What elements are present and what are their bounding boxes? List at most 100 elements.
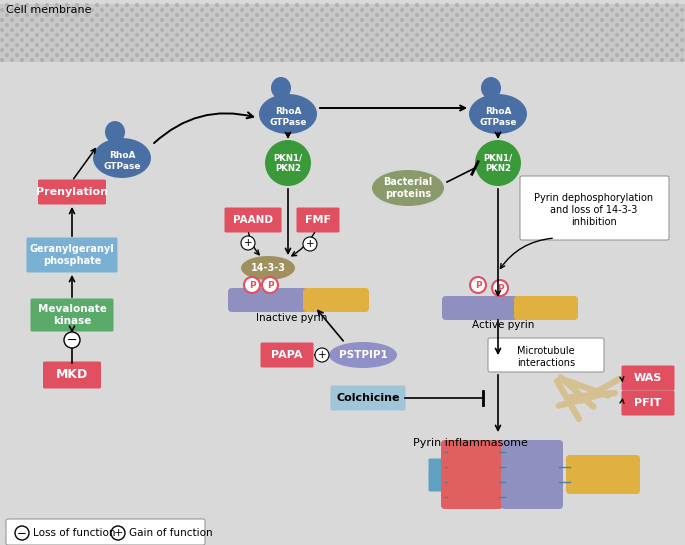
- Circle shape: [66, 14, 69, 16]
- Circle shape: [371, 59, 373, 61]
- Circle shape: [175, 23, 178, 26]
- Circle shape: [351, 29, 353, 31]
- Circle shape: [55, 4, 58, 7]
- Circle shape: [425, 44, 428, 46]
- Circle shape: [26, 34, 28, 37]
- Circle shape: [421, 29, 423, 31]
- Circle shape: [55, 54, 58, 56]
- FancyBboxPatch shape: [297, 208, 340, 233]
- Circle shape: [411, 29, 413, 31]
- Circle shape: [105, 14, 108, 16]
- Circle shape: [251, 59, 253, 61]
- Circle shape: [40, 19, 43, 21]
- Circle shape: [586, 4, 588, 7]
- Text: Microtubule
interactions: Microtubule interactions: [517, 346, 575, 368]
- Circle shape: [351, 19, 353, 21]
- Circle shape: [406, 44, 408, 46]
- Circle shape: [451, 39, 453, 41]
- Circle shape: [536, 14, 538, 16]
- Circle shape: [496, 14, 498, 16]
- Circle shape: [155, 14, 158, 16]
- Circle shape: [271, 59, 273, 61]
- Circle shape: [290, 19, 293, 21]
- Circle shape: [311, 39, 313, 41]
- Circle shape: [606, 54, 608, 56]
- Circle shape: [375, 34, 378, 37]
- Circle shape: [16, 4, 18, 7]
- Circle shape: [11, 19, 13, 21]
- Circle shape: [201, 9, 203, 11]
- Circle shape: [451, 19, 453, 21]
- Circle shape: [225, 44, 228, 46]
- Circle shape: [525, 23, 528, 26]
- Circle shape: [211, 59, 213, 61]
- Circle shape: [401, 9, 403, 11]
- Circle shape: [590, 9, 593, 11]
- Text: FMF: FMF: [305, 215, 331, 225]
- Circle shape: [590, 29, 593, 31]
- Circle shape: [275, 54, 278, 56]
- Circle shape: [466, 23, 469, 26]
- Circle shape: [281, 49, 284, 51]
- Circle shape: [556, 54, 558, 56]
- Circle shape: [15, 526, 29, 540]
- Circle shape: [511, 39, 513, 41]
- Circle shape: [351, 59, 353, 61]
- Text: Pyrin dephosphorylation
and loss of 14-3-3
inhibition: Pyrin dephosphorylation and loss of 14-3…: [534, 193, 653, 227]
- Circle shape: [586, 54, 588, 56]
- Circle shape: [651, 39, 653, 41]
- Circle shape: [386, 34, 388, 37]
- Circle shape: [325, 34, 328, 37]
- Circle shape: [356, 44, 358, 46]
- Circle shape: [171, 59, 173, 61]
- Circle shape: [675, 54, 678, 56]
- FancyBboxPatch shape: [228, 288, 308, 312]
- Circle shape: [521, 29, 523, 31]
- Circle shape: [416, 54, 419, 56]
- Circle shape: [521, 9, 523, 11]
- Circle shape: [311, 29, 313, 31]
- Circle shape: [390, 9, 393, 11]
- Circle shape: [631, 49, 634, 51]
- Circle shape: [121, 59, 123, 61]
- Circle shape: [46, 54, 49, 56]
- Circle shape: [631, 39, 634, 41]
- Circle shape: [411, 59, 413, 61]
- Circle shape: [421, 39, 423, 41]
- FancyBboxPatch shape: [501, 470, 563, 494]
- Circle shape: [146, 4, 148, 7]
- Circle shape: [331, 39, 334, 41]
- Circle shape: [340, 49, 343, 51]
- Circle shape: [421, 59, 423, 61]
- Circle shape: [206, 14, 208, 16]
- Circle shape: [325, 23, 328, 26]
- Circle shape: [66, 54, 69, 56]
- Circle shape: [511, 59, 513, 61]
- Circle shape: [281, 9, 284, 11]
- Circle shape: [446, 54, 448, 56]
- Circle shape: [105, 44, 108, 46]
- Circle shape: [186, 4, 188, 7]
- Circle shape: [571, 59, 573, 61]
- Circle shape: [586, 14, 588, 16]
- Circle shape: [26, 14, 28, 16]
- Circle shape: [71, 49, 73, 51]
- Circle shape: [175, 14, 178, 16]
- Circle shape: [486, 54, 488, 56]
- Circle shape: [431, 59, 434, 61]
- Circle shape: [681, 59, 684, 61]
- Circle shape: [651, 29, 653, 31]
- Ellipse shape: [259, 94, 317, 134]
- Circle shape: [296, 14, 298, 16]
- Text: Geranylgeranyl
phosphate: Geranylgeranyl phosphate: [29, 244, 114, 266]
- Circle shape: [303, 237, 317, 251]
- Circle shape: [46, 23, 49, 26]
- Circle shape: [540, 49, 543, 51]
- Circle shape: [140, 19, 143, 21]
- Circle shape: [181, 39, 184, 41]
- Circle shape: [90, 39, 93, 41]
- Circle shape: [651, 59, 653, 61]
- Circle shape: [1, 59, 3, 61]
- Circle shape: [581, 49, 584, 51]
- Circle shape: [546, 14, 548, 16]
